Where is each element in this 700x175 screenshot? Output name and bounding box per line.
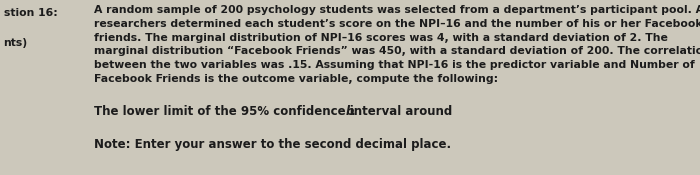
Text: .: . <box>351 105 356 118</box>
Text: Note: Enter your answer to the second decimal place.: Note: Enter your answer to the second de… <box>94 138 452 151</box>
Text: nts): nts) <box>4 38 27 48</box>
Text: stion 16:: stion 16: <box>4 8 57 18</box>
Text: researchers determined each student’s score on the NPI–16 and the number of his : researchers determined each student’s sc… <box>94 19 700 29</box>
Text: friends. The marginal distribution of NPI–16 scores was 4, with a standard devia: friends. The marginal distribution of NP… <box>94 33 668 43</box>
Text: The lower limit of the 95% confidence interval around: The lower limit of the 95% confidence in… <box>94 105 457 118</box>
Text: marginal distribution “Facebook Friends” was 450, with a standard deviation of 2: marginal distribution “Facebook Friends”… <box>94 46 700 56</box>
Text: b: b <box>346 105 354 118</box>
Text: Facebook Friends is the outcome variable, compute the following:: Facebook Friends is the outcome variable… <box>94 74 498 84</box>
Text: between the two variables was .15. Assuming that NPI-16 is the predictor variabl: between the two variables was .15. Assum… <box>94 60 695 70</box>
Text: A random sample of 200 psychology students was selected from a department’s part: A random sample of 200 psychology studen… <box>94 5 700 15</box>
